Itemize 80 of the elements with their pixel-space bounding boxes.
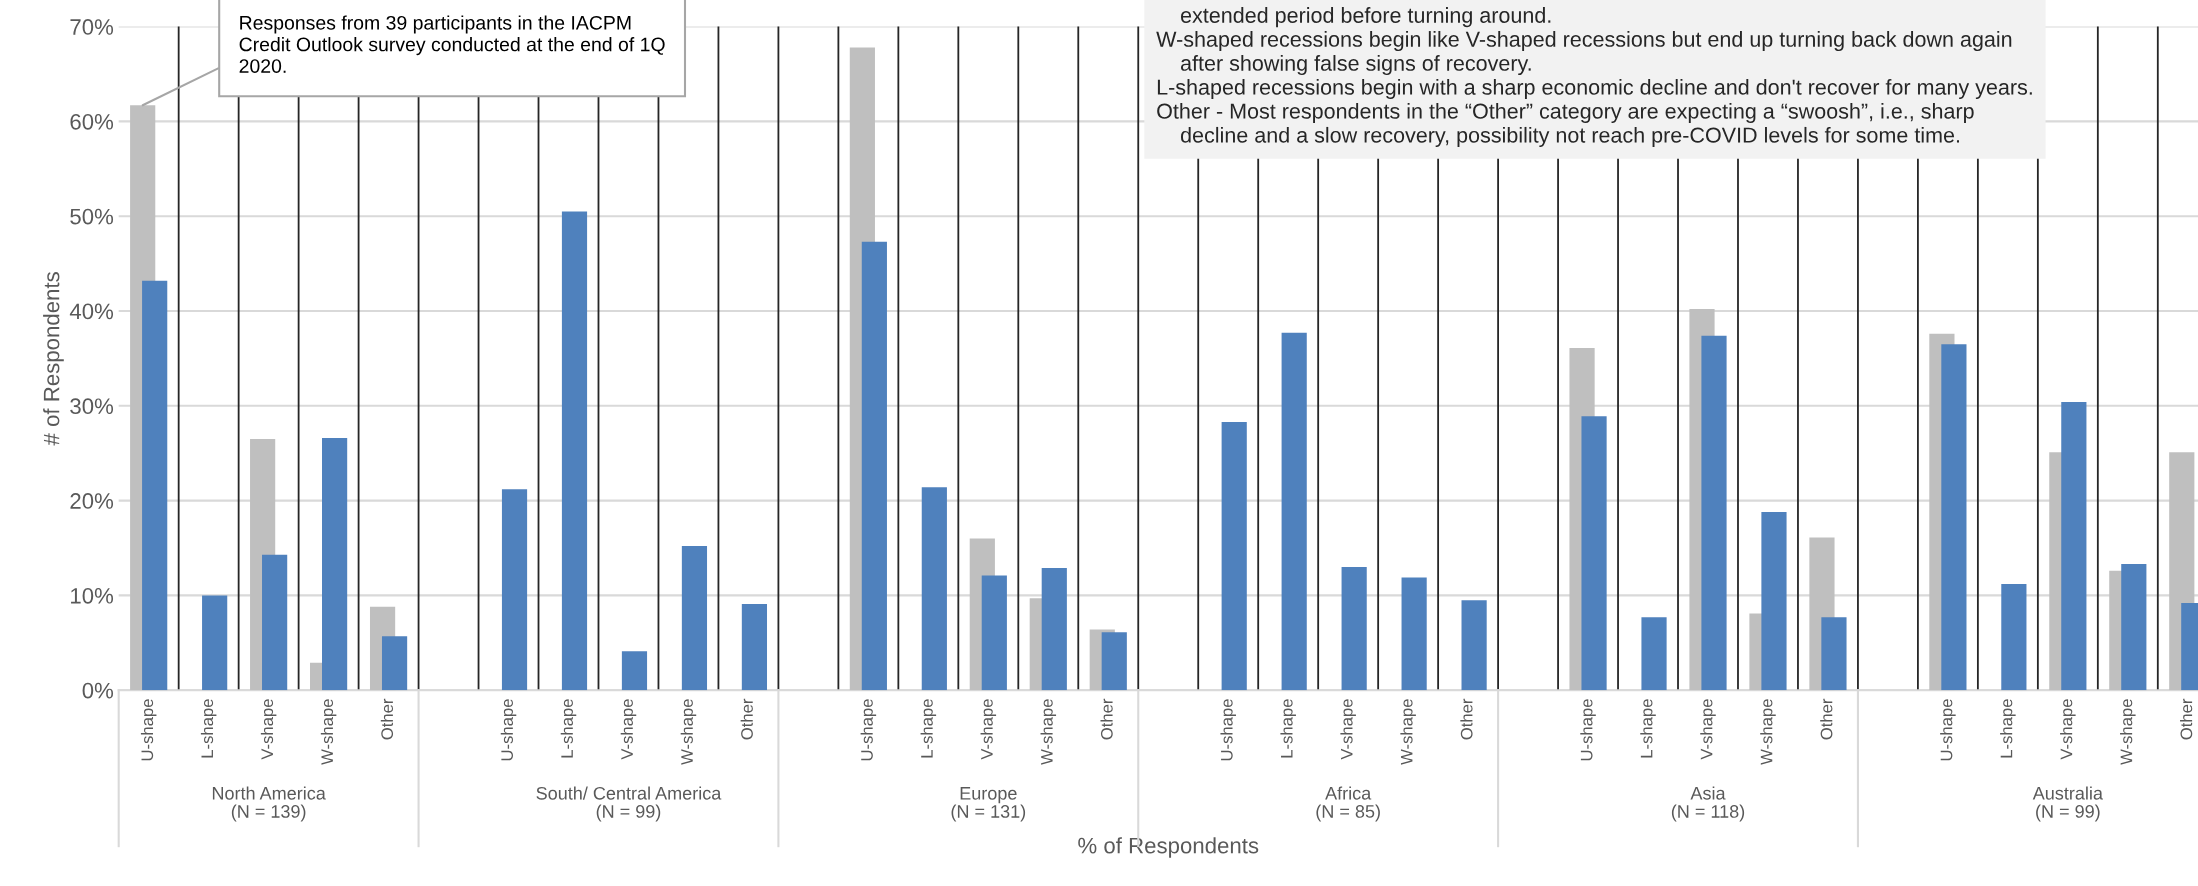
bar (501, 489, 528, 691)
text: Australia (N = 99) (2032, 786, 2103, 822)
bar (322, 438, 348, 691)
x-tick-label: L-shape (920, 699, 937, 758)
bar (681, 546, 708, 691)
bar (142, 280, 168, 691)
y-tick-label: 20% (70, 493, 114, 509)
y-axis-title: # of Respondents (43, 272, 64, 446)
text: North America (N = 139) (212, 786, 326, 822)
bar (621, 651, 648, 691)
x-tick-label: V-shape (620, 699, 637, 760)
x-tick-label: V-shape (1700, 699, 1716, 760)
x-tick-label: Other (380, 698, 394, 740)
x-tick-label: U-shape (140, 699, 157, 761)
x-axis-title: % of Respondents (1078, 837, 1259, 858)
x-tick-label: U-shape (500, 699, 517, 761)
y-tick-label: 10% (71, 587, 114, 604)
x-tick-label: Other (1460, 698, 1473, 740)
bar (561, 211, 588, 691)
y-tick-label: 60% (70, 113, 114, 130)
bar (1221, 421, 1247, 691)
y-tick-label: 70% (70, 19, 114, 35)
bar (921, 487, 947, 691)
x-tick-label: U-shape (1220, 699, 1236, 761)
bar (1701, 335, 1727, 691)
bar (1341, 566, 1367, 691)
bar (381, 636, 408, 691)
x-tick-label: V-shape (980, 699, 997, 760)
text: South/ Central America (N = 99) (536, 786, 722, 822)
y-tick-label: 0% (82, 682, 114, 699)
annotation: extended period before turning around. (1180, 7, 1551, 28)
x-tick-label: W-shape (1040, 699, 1057, 765)
bar (1101, 632, 1127, 691)
x-tick-label: V-shape (1340, 699, 1356, 760)
bar (861, 241, 887, 691)
x-tick-label: Other (2180, 698, 2193, 740)
bar (1401, 577, 1427, 691)
text: Europe (N = 131) (951, 787, 1026, 822)
bar (202, 595, 228, 691)
text: Asia (N = 118) (1671, 786, 1745, 822)
x-tick-label: U-shape (860, 699, 877, 761)
bar (1281, 332, 1307, 691)
x-tick-label: L-shape (200, 699, 217, 758)
bar (981, 575, 1007, 691)
annotation: Other - Most respondents in the “Other” category are expecting a “swoosh”, i.e., sharp decline and a slow recovery, possibility not reach pre-COVID levels for some time. (1157, 102, 1974, 147)
annotation: Responses from 39 participants in the IACPM Credit Outlook survey conducted at the end of 1Q 2020. (239, 15, 665, 73)
x-tick-label: W-shape (680, 699, 697, 765)
x-tick-label: Other (1820, 698, 1833, 740)
x-tick-label: L-shape (560, 699, 577, 758)
annotation: W-shaped recessions begin like V-shaped recessions but end up turning back down again after showing false signs of recovery. (1156, 31, 2012, 76)
x-tick-label: Other (740, 698, 753, 740)
x-tick-label: L-shape (1640, 699, 1656, 758)
x-tick-label: V-shape (260, 699, 277, 760)
bar (1821, 617, 1847, 691)
x-tick-label: W-shape (1400, 699, 1416, 765)
text: Africa (N = 85) (1316, 786, 1380, 822)
bar (2061, 402, 2087, 691)
x-tick-label: V-shape (2060, 699, 2076, 760)
bar (741, 603, 768, 691)
x-tick-label: U-shape (1940, 699, 1956, 761)
x-tick-label: L-shape (2000, 699, 2016, 758)
y-tick-label: 30% (70, 398, 114, 415)
x-tick-label: W-shape (1760, 699, 1776, 765)
bar (1641, 617, 1667, 691)
x-tick-label: W-shape (320, 699, 337, 765)
bar (1041, 567, 1067, 691)
bar (1761, 511, 1787, 691)
bar (2121, 564, 2147, 691)
bar (1581, 416, 1607, 691)
bar (262, 554, 288, 691)
x-tick-label: L-shape (1280, 699, 1296, 758)
x-tick-label: Other (1100, 698, 1113, 740)
bar (1461, 600, 1487, 691)
y-tick-label: 40% (69, 303, 114, 320)
annotation: L-shaped recessions begin with a sharp economic decline and don't recover for many years. (1157, 78, 2032, 100)
x-tick-label: U-shape (1580, 699, 1596, 761)
bar (2001, 584, 2027, 691)
bar (1941, 344, 1967, 691)
y-tick-label: 50% (70, 208, 114, 225)
x-tick-label: W-shape (2120, 699, 2136, 765)
